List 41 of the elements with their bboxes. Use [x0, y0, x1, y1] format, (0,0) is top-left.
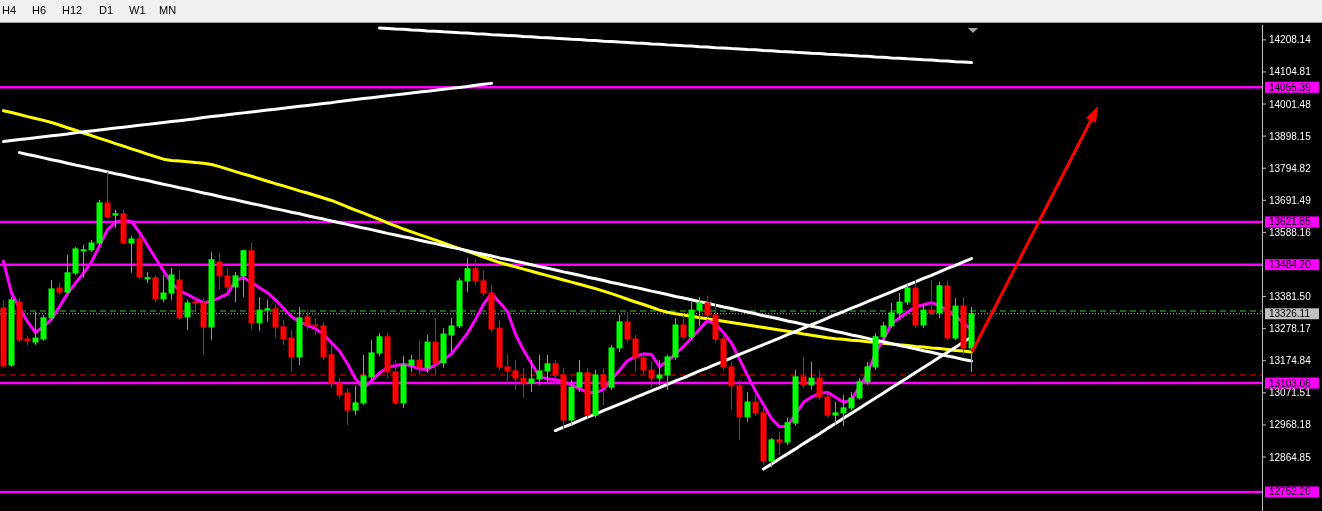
text: H6 [32, 4, 47, 16]
y-tick-label: 13174.84 [1269, 355, 1312, 367]
text: H4 [2, 4, 17, 16]
candlestick [680, 314, 687, 341]
candlestick [112, 209, 119, 229]
candlestick [128, 235, 135, 274]
ref-line-label: 13621.85 [1269, 216, 1312, 228]
ref-line-label: 13484.20 [1269, 259, 1312, 271]
ref-line-label: 13326.11 [1269, 308, 1311, 320]
ref-line-label: 12752.20 [1269, 486, 1312, 498]
line-series [2, 109, 973, 354]
y-tick-label: 13794.82 [1269, 162, 1312, 174]
text: H12 [62, 4, 83, 16]
candlestick [928, 279, 935, 316]
candlestick [920, 304, 927, 329]
candlestick [184, 299, 191, 331]
y-tick-label: 14001.48 [1269, 98, 1312, 110]
y-tick-label: 13071.51 [1269, 387, 1312, 399]
line-series [2, 81, 493, 143]
text: W1 [129, 4, 146, 16]
y-tick-label: 14208.14 [1269, 34, 1312, 46]
y-tick-label: 13691.49 [1269, 194, 1312, 206]
candlestick [768, 437, 775, 468]
y-tick-label: 13898.15 [1269, 130, 1312, 142]
candlestick [776, 431, 783, 456]
text: MN [159, 4, 177, 16]
text: D1 [99, 4, 114, 16]
ref-line-label: 14055.39 [1269, 81, 1312, 93]
candlestick [744, 391, 751, 423]
candlestick [152, 274, 159, 303]
y-tick-label: 14104.81 [1269, 66, 1312, 78]
y-tick-label: 13381.50 [1269, 291, 1312, 303]
y-tick-label: 13588.16 [1269, 226, 1312, 238]
y-tick-label: 12864.85 [1269, 451, 1312, 463]
candlestick [104, 171, 111, 220]
y-tick-label: 12968.18 [1269, 419, 1312, 431]
line-series [378, 26, 973, 65]
candlestick [808, 361, 815, 391]
candlestick [600, 367, 607, 406]
ref-line-label: 13103.06 [1269, 377, 1312, 389]
y-tick-label: 13278.17 [1269, 323, 1312, 335]
